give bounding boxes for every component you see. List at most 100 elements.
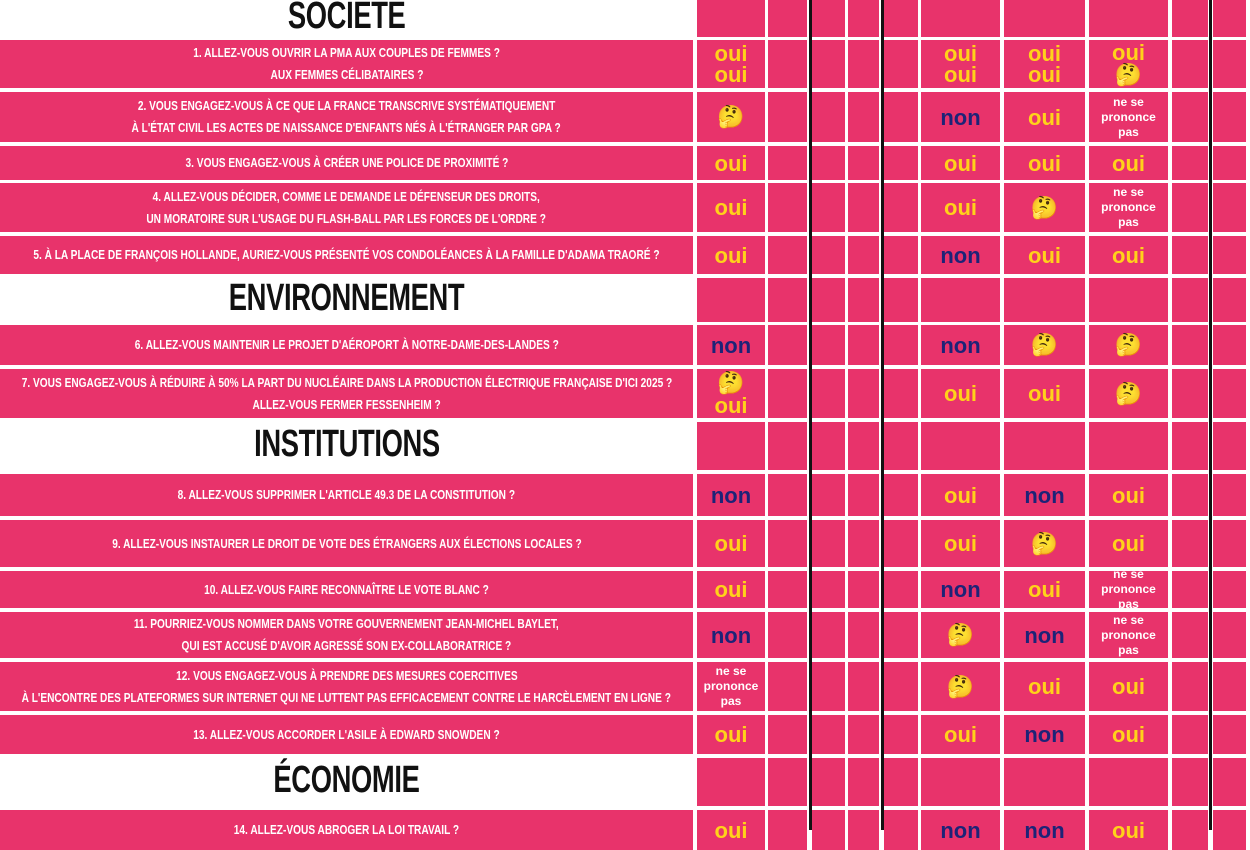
grid-cell [768,810,807,850]
grid-cell [884,758,918,806]
answer: non [1004,474,1085,516]
grid-cell [768,474,807,516]
grid-cell [1089,92,1168,142]
text: oui [1112,674,1145,699]
grid-cell [812,40,845,88]
grid-cell [812,571,845,608]
text: oui [714,195,748,220]
grid-cell [1089,146,1168,180]
grid-cell [848,810,879,850]
grid-cell [768,662,807,711]
grid-cell [1089,278,1168,322]
answer: oui [921,183,1000,232]
grid-cell [848,758,879,806]
question-cell [0,236,693,274]
grid-cell [1004,520,1085,567]
grid-cell [921,325,1000,365]
text: non [1024,622,1065,648]
grid-cell [1213,715,1246,754]
text: prononce [1101,627,1156,642]
grid-cell [1172,758,1208,806]
grid-cell [1172,40,1208,88]
text: ne se [1113,567,1144,581]
grid-cell [1172,236,1208,274]
text: ne se [715,664,747,678]
question-cell [0,146,693,180]
grid-cell [697,146,765,180]
question-cell [0,715,693,754]
question: 4. ALLEZ-VOUS DÉCIDER, COMME LE DEMANDE … [0,183,693,232]
grid-cell [768,278,807,322]
grid-cell [884,422,918,470]
grid-cell [848,369,879,418]
grid-cell [848,146,879,180]
answer: oui [1004,236,1085,274]
grid-cell [1172,92,1208,142]
grid-cell [1172,278,1208,322]
text: oui [714,242,748,268]
text: À L'ENCONTRE DES PLATEFORMES SUR INTERNE… [21,689,672,705]
text: non [940,104,981,130]
text: oui [944,195,977,220]
text: ÉCONOMIE [273,758,420,801]
text: oui [714,577,748,602]
answer: oui [1089,520,1168,567]
grid-cell [1089,758,1168,806]
text: 1. ALLEZ-VOUS OUVRIR LA PMA AUX COUPLES … [193,45,500,60]
text: ne se [1113,612,1144,627]
grid-cell [812,146,845,180]
grid-cell [1004,236,1085,274]
grid-cell [812,236,845,274]
grid-cell [1004,325,1085,365]
answer: 🤔 [1004,520,1085,567]
grid-cell [812,662,845,711]
text: INSTITUTIONS [253,422,440,465]
grid-cell [1004,662,1085,711]
grid-cell [1213,520,1246,567]
text: non [940,332,981,358]
grid-cell [1089,325,1168,365]
grid-cell [1089,715,1168,754]
question: 12. VOUS ENGAGEZ-VOUS À PRENDRE DES MESU… [0,662,693,711]
grid-cell [1004,474,1085,516]
grid-cell [1172,369,1208,418]
grid-cell [921,474,1000,516]
grid-cell [848,422,879,470]
grid-cell [768,422,807,470]
grid-cell [884,183,918,232]
text: prononce [703,679,759,693]
answer: oui 🤔 [1089,40,1168,88]
grid-cell [884,92,918,142]
text: pas [1118,124,1139,139]
grid-cell [1172,662,1208,711]
text: non [940,577,981,602]
text: non [1024,482,1065,508]
grid-cell [1172,325,1208,365]
text: oui [714,41,748,66]
grid-cell [768,146,807,180]
text: 🤔 [717,104,745,129]
answer: oui [1089,236,1168,274]
text: 🤔 [1114,61,1143,87]
grid-cell [1213,612,1246,658]
grid-cell [1172,474,1208,516]
answer: non [921,571,1000,608]
question: 7. VOUS ENGAGEZ-VOUS À RÉDUIRE À 50% LA … [0,369,693,418]
grid-cell [848,325,879,365]
text: oui [714,393,748,418]
text: 6. ALLEZ-VOUS MAINTENIR LE PROJET D'AÉRO… [134,337,559,352]
answer: ne se prononce pas [1089,567,1168,611]
question: 1. ALLEZ-VOUS OUVRIR LA PMA AUX COUPLES … [0,40,693,88]
grid-cell [768,520,807,567]
answer: oui [1004,571,1085,608]
text: oui [944,722,977,747]
answer: non [1004,715,1085,754]
grid-cell [921,369,1000,418]
grid-cell [848,92,879,142]
grid-cell [1213,810,1246,850]
grid-cell [848,571,879,608]
divider [809,0,812,830]
answer: non [697,612,765,658]
grid-cell [921,612,1000,658]
text: prononce [1101,200,1156,214]
